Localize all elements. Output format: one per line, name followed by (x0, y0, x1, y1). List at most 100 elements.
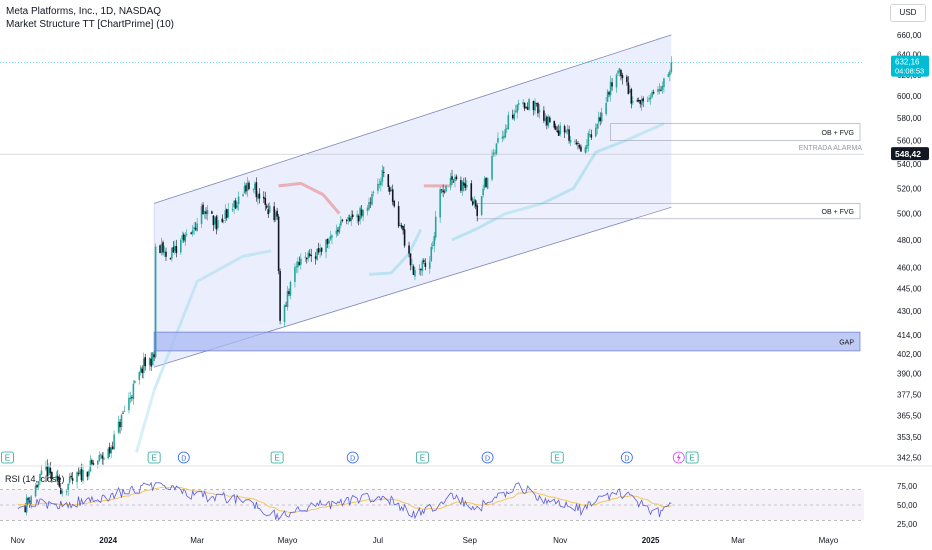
channel-layer (153, 34, 672, 368)
candle-body-2024-09-30 (511, 114, 514, 119)
price-tick-10: 460,00 (897, 263, 922, 272)
candle-body-2024-03-26 (233, 200, 235, 208)
candle-body-2024-01-24 (141, 368, 144, 374)
candle-body-2025-01-02 (651, 92, 653, 98)
candle-body-2025-01-03 (652, 92, 655, 94)
candle-body-2024-10-18 (538, 109, 541, 113)
candle-body-2024-05-31 (331, 235, 333, 238)
earnings-marker-5 (685, 451, 699, 464)
zone-ob-fvg-1 (610, 123, 861, 141)
candle-body-2024-09-25 (504, 128, 507, 138)
candle-body-2024-03-20 (224, 210, 227, 220)
candle-body-2024-07-05 (383, 171, 385, 173)
price-tick-18: 353,50 (897, 433, 922, 442)
candle-body-2024-01-10 (120, 414, 123, 428)
candle-body-2024-07-12 (393, 201, 396, 207)
candle-body-2024-11-18 (584, 147, 587, 153)
candle-body-2024-03-06 (203, 211, 206, 215)
price-tick-3: 600,00 (897, 92, 922, 101)
candle-body-2024-11-28 (599, 117, 602, 121)
time-tick-1: 2024 (99, 536, 117, 545)
candle-body-2024-01-15 (128, 397, 130, 411)
price-tick-14: 402,00 (897, 350, 922, 359)
candle-body-2024-04-17 (265, 205, 268, 208)
candle-body-2024-03-01 (196, 223, 198, 232)
candle-body-2024-06-07 (341, 219, 344, 222)
candle-body-2024-09-11 (483, 178, 486, 189)
candle-body-2024-03-21 (225, 209, 228, 218)
candle-body-2024-04-08 (252, 189, 255, 190)
candle-body-2024-01-18 (132, 383, 135, 400)
candle-body-2023-11-13 (34, 485, 37, 497)
candle-body-2023-12-21 (91, 460, 93, 464)
candle-body-2024-04-01 (242, 194, 244, 197)
candle-body-2024-07-11 (391, 189, 394, 202)
channel-upper-line (154, 34, 672, 204)
candle-body-2024-05-27 (325, 239, 327, 253)
candle-body-2024-05-17 (310, 255, 313, 257)
candle-body-2024-01-01 (107, 448, 109, 459)
candle-body-2024-11-14 (578, 145, 581, 148)
earnings-marker-1 (147, 451, 161, 464)
price-tick-7: 520,00 (897, 184, 922, 193)
candle-body-2023-11-27 (55, 475, 58, 479)
candle-body-2024-11-07 (568, 129, 570, 141)
dividend-marker-label-3: D (624, 456, 629, 463)
support-trail-0 (134, 389, 156, 454)
dividend-marker-label-2: D (485, 456, 490, 463)
candle-body-2024-05-13 (304, 256, 307, 258)
price-tick-9: 480,00 (897, 236, 922, 245)
candle-body-2023-12-29 (102, 457, 105, 460)
dividend-marker-label-0: D (181, 456, 186, 463)
candle-body-2024-10-02 (514, 110, 517, 112)
candle-body-2024-12-05 (609, 81, 612, 96)
candle-body-2024-01-16 (129, 397, 132, 400)
candle-body-2024-12-20 (632, 101, 634, 103)
currency-button[interactable]: USD (890, 4, 926, 22)
events-layer: E E E E E ED D D D (1, 451, 699, 464)
candle-body-2025-01-07 (658, 88, 661, 92)
candle-body-2024-06-19 (359, 207, 361, 220)
candle-body-2024-04-15 (262, 196, 265, 199)
earnings-marker-label-3: E (420, 454, 425, 463)
candle-body-2024-03-12 (212, 215, 215, 226)
candle-body-2024-08-09 (434, 216, 437, 238)
earnings-marker-label-2: E (274, 454, 279, 463)
lines-layer: ENTRADA ALARMA (0, 62, 932, 467)
candle-body-2024-08-16 (445, 185, 447, 192)
candle-body-2024-05-29 (328, 240, 330, 244)
candle-body-2024-07-26 (414, 270, 416, 277)
candle-body-2024-06-03 (335, 230, 338, 235)
candle-body-2024-02-07 (162, 242, 164, 253)
candle-body-2024-06-12 (348, 217, 351, 222)
candle-body-2024-04-25 (277, 216, 280, 272)
candle-body-2024-06-20 (360, 209, 363, 216)
candle-body-2024-04-23 (274, 212, 277, 221)
candle-body-2024-03-15 (217, 220, 219, 229)
candle-body-2024-04-30 (285, 305, 287, 307)
candle-body-2023-12-22 (92, 463, 95, 465)
candles-layer (24, 56, 673, 516)
candle-body-2024-03-11 (211, 211, 213, 214)
time-tick-3: Mayo (278, 536, 298, 545)
candle-body-2024-01-12 (123, 410, 126, 412)
time-tick-6: Nov (553, 536, 567, 545)
candle-body-2025-01-10 (663, 78, 665, 88)
candle-body-2024-12-06 (611, 82, 613, 87)
candle-body-2024-02-08 (163, 251, 166, 254)
candle-body-2024-04-22 (273, 206, 275, 221)
countdown-value: 04:08:53 (895, 67, 924, 76)
candle-body-2024-12-19 (630, 88, 633, 104)
last-price-value: 632,16 (895, 58, 920, 67)
candle-body-2024-10-31 (557, 130, 560, 136)
price-tick-5: 560,00 (897, 137, 922, 146)
candle-body-2024-04-12 (258, 193, 261, 199)
candle-body-2024-03-07 (205, 211, 207, 214)
candle-body-2025-01-06 (657, 89, 659, 92)
candle-body-2024-03-14 (215, 216, 218, 230)
candle-body-2023-12-08 (71, 478, 74, 481)
candle-body-2024-04-05 (248, 182, 250, 190)
earnings-marker-4 (550, 451, 564, 464)
candle-body-2024-11-27 (597, 116, 600, 123)
